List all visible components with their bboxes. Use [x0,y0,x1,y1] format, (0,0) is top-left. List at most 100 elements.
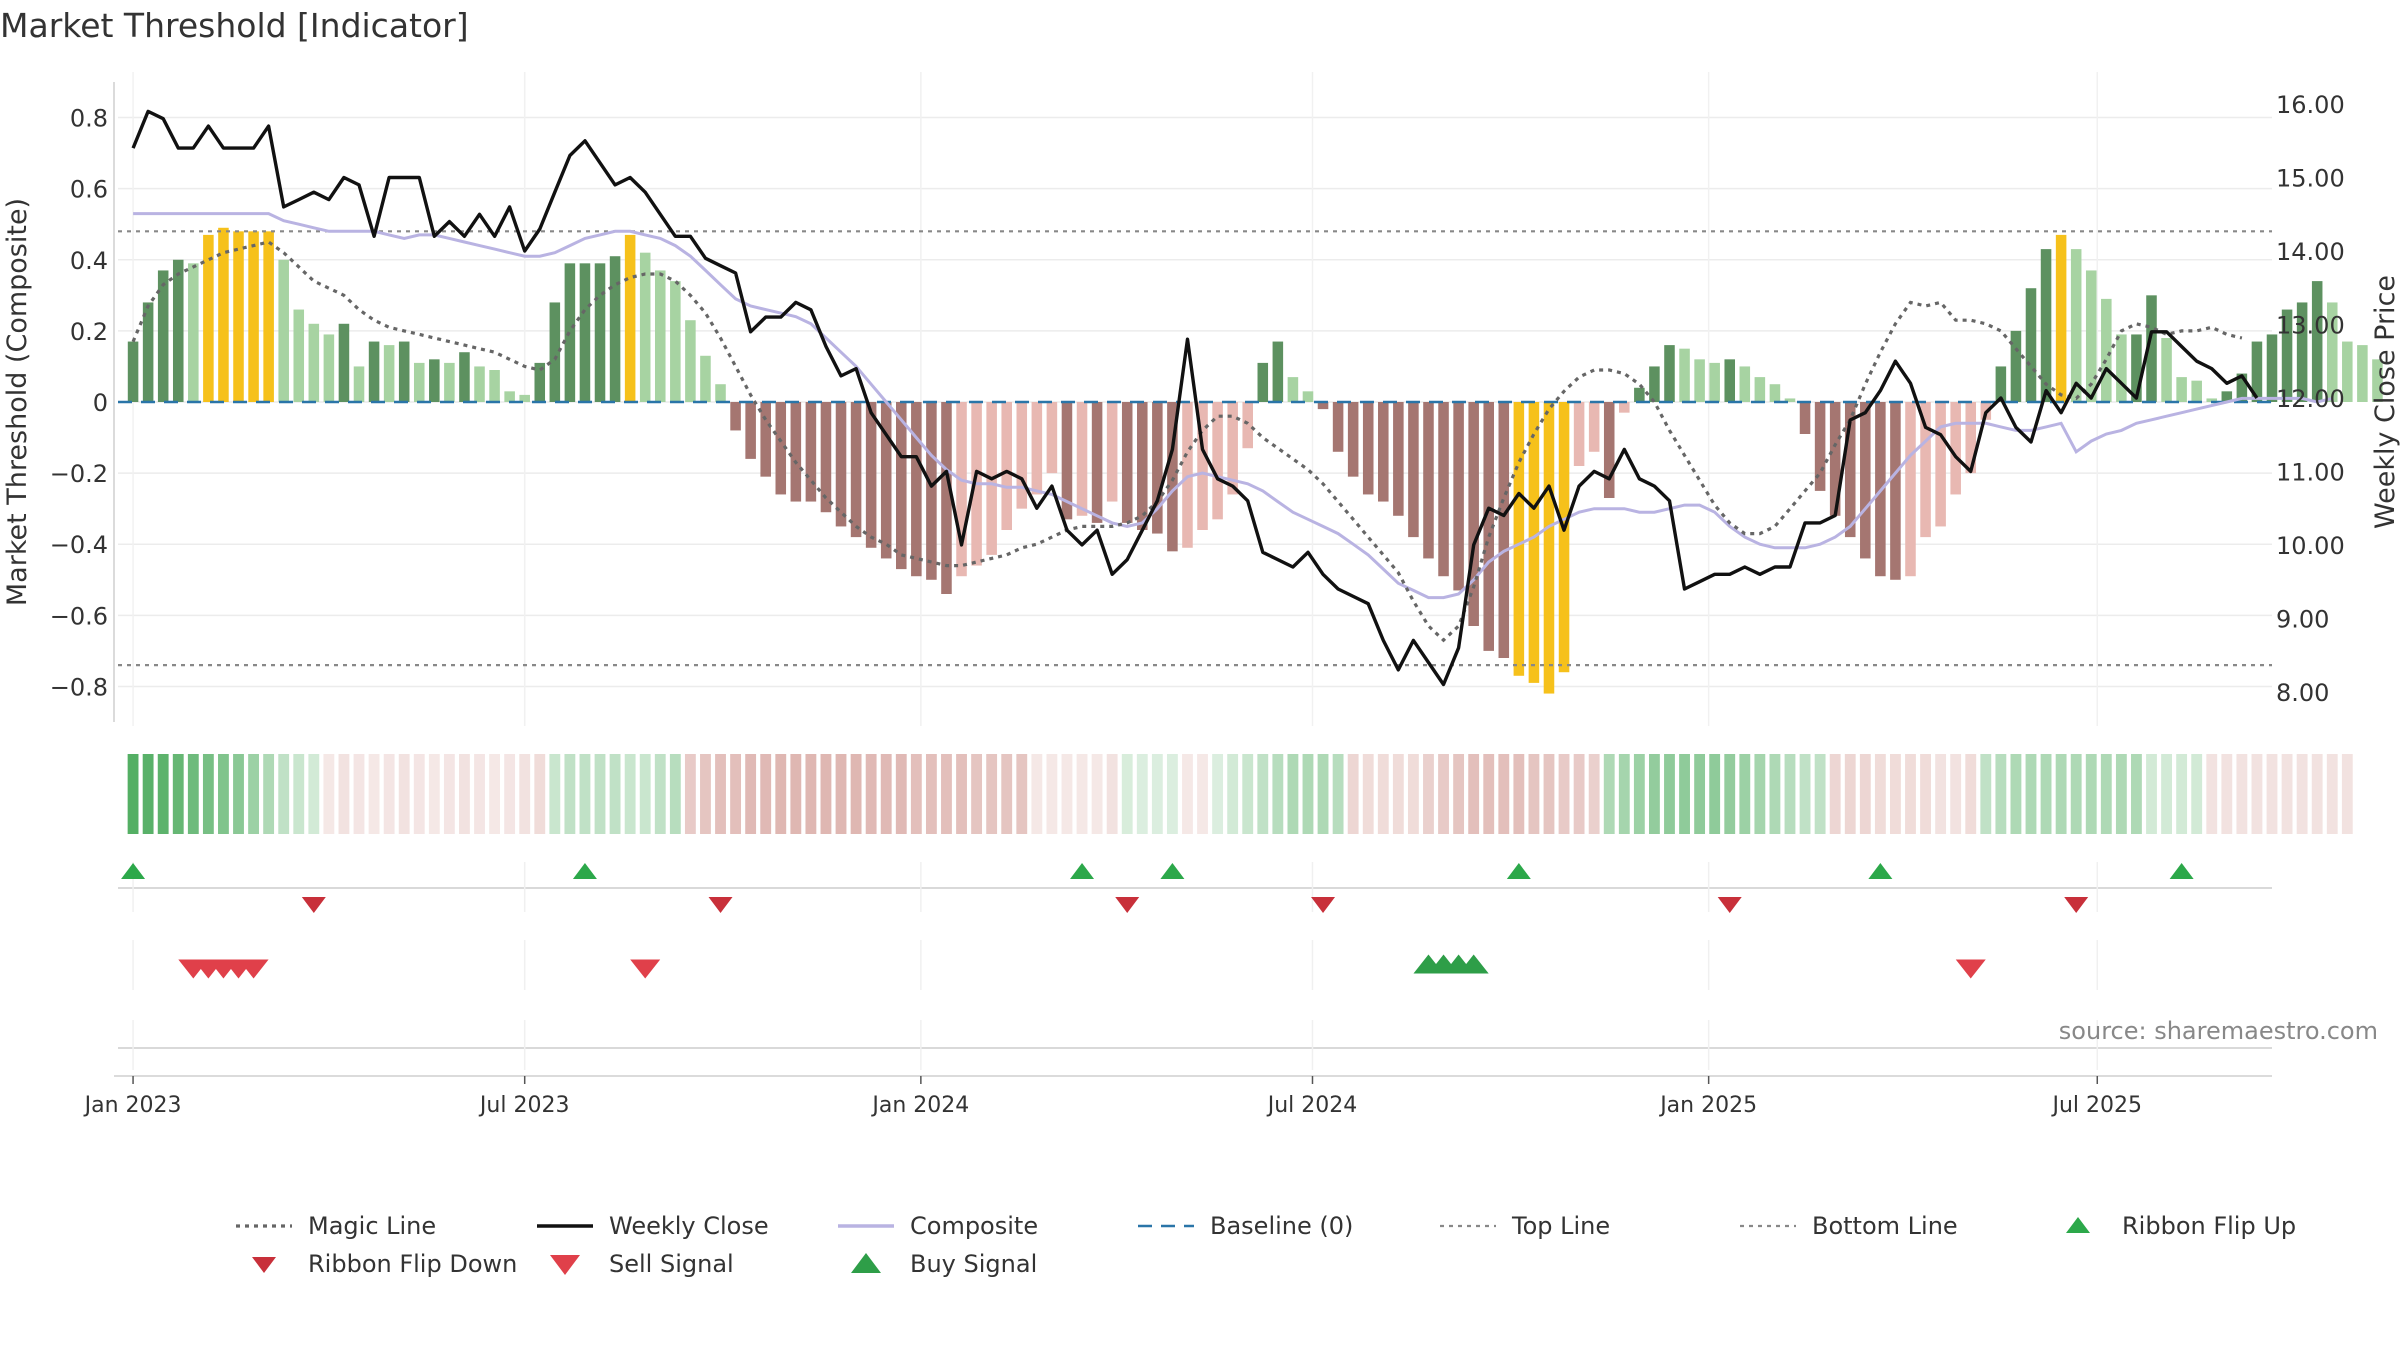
ribbon-cell [1136,754,1148,834]
composite-bar [429,359,440,402]
composite-bar [926,402,937,580]
ribbon-cell [2236,754,2248,834]
composite-bar [1784,398,1796,402]
ribbon-cell [880,754,892,834]
y-axis-label-left: Market Threshold (Composite) [2,198,33,606]
composite-bar [896,402,907,570]
composite-bar [2311,281,2323,402]
ribbon-cell [1076,754,1088,834]
composite-bar [1393,402,1404,516]
ribbon-cell [1151,754,1163,834]
composite-bar [188,263,199,402]
ribbon-cell [1739,754,1751,834]
ribbon-cell [1407,754,1419,834]
weekly-close-line [131,109,2259,687]
ribbon-cell [1724,754,1736,834]
composite-bar [1167,402,1178,552]
composite-bar [1453,402,1464,591]
y-tick-left-6: −0.4 [50,531,108,559]
source-note: source: sharemaestro.com [2059,1017,2378,1045]
composite-bar [1588,402,1600,452]
y-tick-left-8: −0.8 [50,673,108,701]
composite-bar [308,323,320,402]
legend-item-bottom-line: Bottom Line [1740,1212,1958,1240]
ribbon-cell [248,754,259,834]
ribbon-cell [1031,754,1043,834]
composite-bar [383,345,395,402]
ribbon-cell [1603,754,1615,834]
ribbon-cell [127,754,139,834]
ribbon-cell [218,754,229,834]
composite-line [133,212,2333,600]
composite-bar [1242,402,1253,449]
legend-item-buy-signal: Buy Signal [851,1250,1037,1278]
composite-bar [338,323,350,402]
composite-bar [820,402,832,513]
composite-bar [579,263,591,402]
ribbon-cell [1498,754,1510,834]
ribbon-cell [398,754,410,834]
composite-bar [594,263,606,402]
legend-label: Ribbon Flip Down [308,1250,517,1278]
composite-bar [1709,362,1720,402]
ribbon-cell [443,754,455,834]
ribbon-cell [624,754,636,834]
ribbon-cell [2131,754,2142,834]
composite-bar [1182,402,1193,548]
composite-bar [444,362,455,402]
composite-bar [2161,338,2172,402]
ribbon-cell [142,754,154,834]
ribbon-flip-up-marker [2169,863,2194,879]
composite-bar [1438,402,1449,577]
ribbon-flip-down-marker [301,897,326,913]
ribbon-cell [941,754,952,834]
composite-bar [1347,402,1359,477]
composite-bar [911,402,922,577]
legend-item-magic-line: Magic Line [236,1212,436,1240]
legend-label: Magic Line [308,1212,436,1240]
ribbon-cell [2085,754,2097,834]
legend-item-ribbon-flip-up: Ribbon Flip Up [2066,1212,2296,1240]
y-tick-right-5: 11.00 [2276,458,2345,486]
ribbon-cell [1106,754,1118,834]
x-tick-label: Jan 2025 [1658,1093,1757,1118]
ribbon-cell [1648,754,1660,834]
composite-bar [1814,402,1826,491]
composite-bar [1935,402,1946,527]
composite-bar [654,270,666,402]
composite-bar [1664,345,1675,402]
ribbon-cell [1528,754,1540,834]
composite-bar [850,402,862,538]
y-axis-label-right: Weekly Close Price [2370,275,2400,529]
composite-bar [157,270,169,402]
ribbon-cell [2176,754,2188,834]
ribbon-flip-down-marker [1115,897,1140,913]
composite-bar [1287,377,1299,402]
ribbon-cell [2221,754,2233,834]
composite-bar [1754,377,1766,402]
ribbon-cell [233,754,244,834]
ribbon-cell [609,754,621,834]
ribbon-cell [1980,754,1992,834]
ribbon-cell [1377,754,1389,834]
ribbon-cell [338,754,350,834]
ribbon-cell [278,754,290,834]
composite-bar [1528,402,1540,683]
composite-bar [459,352,470,402]
ribbon-cell [534,754,546,834]
composite-bar [1076,402,1088,516]
legend: Magic Line Weekly Close Composite Baseline … [236,1212,2296,1278]
ribbon-cell [504,754,516,834]
buy-signal-marker [1458,954,1489,974]
composite-bar [504,391,515,402]
composite-bar [1408,402,1419,538]
legend-item-sell-signal: Sell Signal [550,1250,734,1278]
ribbon-cell [1995,754,2007,834]
ribbon-cell [2311,754,2323,834]
ribbon-cell [684,754,696,834]
composite-bar [1001,402,1012,530]
ribbon-cell [2055,754,2067,834]
ribbon-cell [971,754,983,834]
ribbon-cell [1453,754,1465,834]
composite-bar [745,402,756,459]
